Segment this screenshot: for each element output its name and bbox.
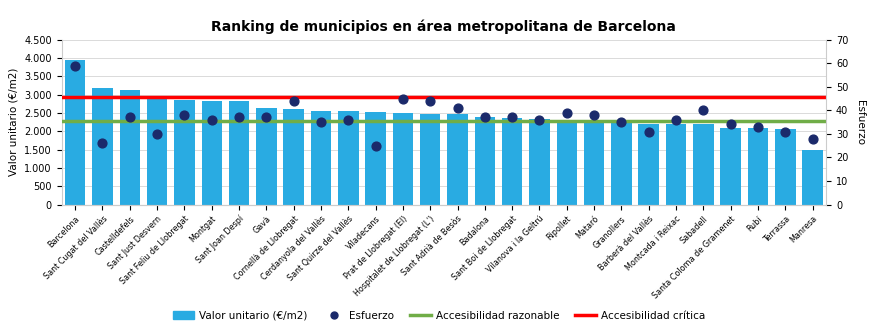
- Bar: [174, 100, 194, 205]
- Point: [123, 115, 137, 120]
- Bar: [92, 88, 112, 205]
- Point: [286, 98, 300, 104]
- Bar: [365, 112, 385, 205]
- Point: [723, 122, 737, 127]
- Bar: [147, 96, 167, 205]
- Bar: [583, 122, 604, 205]
- Bar: [720, 128, 740, 205]
- Bar: [311, 111, 331, 205]
- Point: [150, 131, 164, 137]
- Bar: [119, 90, 140, 205]
- Point: [587, 113, 601, 118]
- Point: [505, 115, 519, 120]
- Point: [395, 96, 409, 101]
- Bar: [529, 119, 549, 205]
- Bar: [501, 118, 522, 205]
- Point: [559, 110, 573, 115]
- Point: [450, 105, 464, 111]
- Point: [177, 113, 191, 118]
- Point: [68, 63, 83, 68]
- Bar: [556, 120, 576, 205]
- Point: [259, 115, 273, 120]
- Y-axis label: Valor unitario (€/m2): Valor unitario (€/m2): [9, 68, 18, 176]
- Bar: [420, 114, 440, 205]
- Point: [777, 129, 791, 134]
- Bar: [802, 149, 822, 205]
- Bar: [228, 101, 249, 205]
- Bar: [338, 111, 358, 205]
- Bar: [283, 109, 304, 205]
- Bar: [255, 108, 277, 205]
- Bar: [665, 124, 686, 205]
- Bar: [392, 113, 413, 205]
- Bar: [637, 123, 658, 205]
- Bar: [201, 101, 222, 205]
- Point: [641, 129, 655, 134]
- Bar: [747, 128, 767, 205]
- Bar: [774, 129, 795, 205]
- Point: [614, 119, 628, 125]
- Legend: Valor unitario (€/m2), Esfuerzo, Accesibilidad razonable, Accesibilidad crítica: Valor unitario (€/m2), Esfuerzo, Accesib…: [169, 307, 709, 325]
- Point: [532, 117, 546, 122]
- Bar: [610, 123, 631, 205]
- Point: [368, 143, 382, 148]
- Point: [695, 108, 709, 113]
- Point: [750, 124, 764, 129]
- Point: [313, 119, 327, 125]
- Point: [668, 117, 682, 122]
- Point: [804, 136, 818, 141]
- Bar: [447, 115, 467, 205]
- Title: Ranking de municipios en área metropolitana de Barcelona: Ranking de municipios en área metropolit…: [212, 20, 675, 34]
- Bar: [693, 124, 713, 205]
- Point: [96, 141, 110, 146]
- Bar: [65, 60, 85, 205]
- Point: [422, 98, 436, 104]
- Point: [205, 117, 219, 122]
- Point: [341, 117, 355, 122]
- Point: [478, 115, 492, 120]
- Y-axis label: Esfuerzo: Esfuerzo: [854, 100, 864, 145]
- Point: [232, 115, 246, 120]
- Bar: [474, 116, 494, 205]
